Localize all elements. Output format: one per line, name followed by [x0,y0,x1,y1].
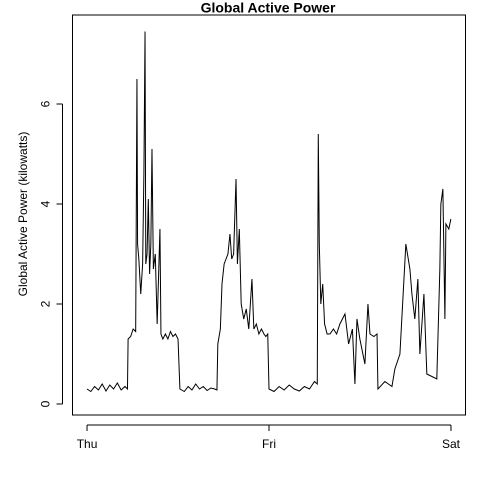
plot-frame [72,14,466,416]
x-tick-label: Fri [262,437,276,451]
y-tick-label: 2 [39,300,53,307]
y-tick-label: 4 [39,200,53,207]
data-line [86,31,452,393]
y-tick-label: 0 [39,400,53,407]
y-axis-label: Global Active Power (kilowatts) [16,132,30,297]
y-tick-label: 6 [39,100,53,107]
chart-title: Global Active Power [201,0,336,16]
x-tick-label: Thu [77,437,98,451]
x-tick-label: Sat [442,437,461,451]
